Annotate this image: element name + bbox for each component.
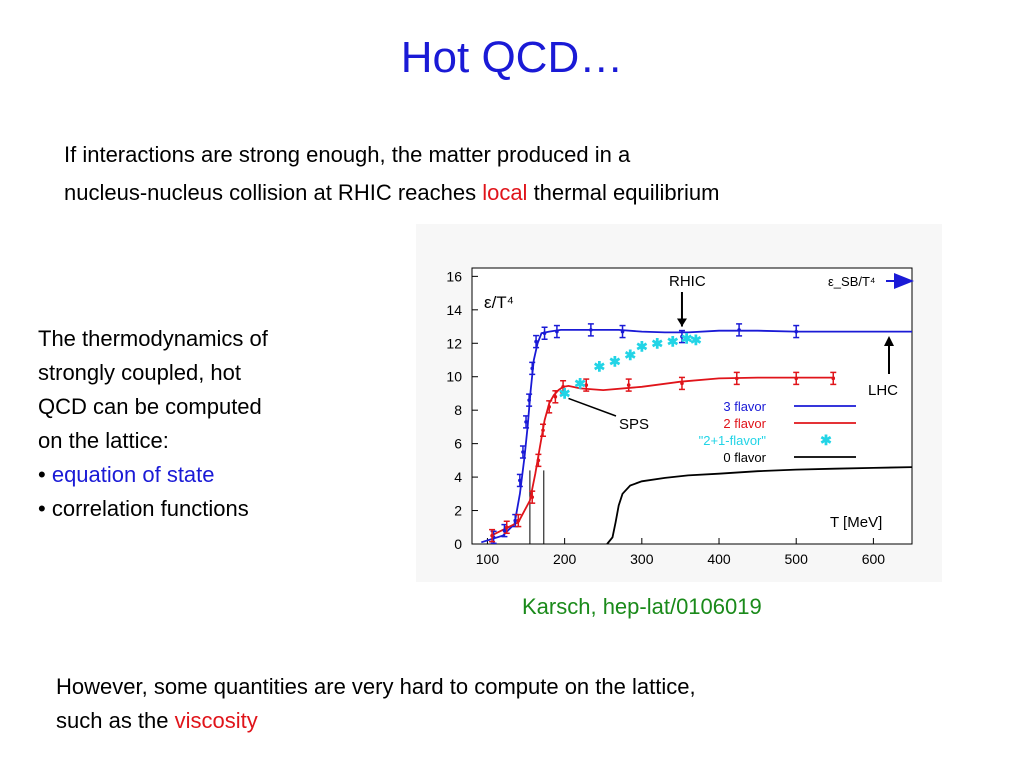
data-point-errorbar (583, 378, 590, 392)
series-line-0 (481, 329, 912, 544)
x-tick-label: 200 (553, 551, 577, 567)
sps-pointer (568, 397, 617, 417)
data-point-star: ✱ (594, 359, 606, 375)
bullet-marker: • (38, 462, 46, 487)
data-point-errorbar (519, 445, 526, 459)
bullet-text-correlation: correlation functions (51, 496, 249, 521)
data-point-errorbar (736, 323, 743, 337)
x-tick-label: 100 (476, 551, 500, 567)
data-point-star: ✱ (636, 339, 648, 355)
intro-line-2-start: nucleus-nucleus collision at RHIC reache… (64, 180, 483, 205)
y-tick-label: 6 (454, 436, 462, 452)
data-point-errorbar (678, 376, 685, 391)
left-text-block: The thermodynamics of strongly coupled, … (38, 322, 368, 526)
lhc-label: LHC (868, 382, 898, 399)
sb-limit-label: ε_SB/T⁴ (828, 274, 876, 289)
rhic-arrowhead (676, 318, 687, 327)
x-tick-label: 500 (785, 551, 809, 567)
intro-line-2: nucleus-nucleus collision at RHIC reache… (64, 174, 964, 212)
data-point-errorbar (830, 371, 837, 386)
left-line-1: The thermodynamics of (38, 326, 268, 351)
data-point-star: ✱ (609, 354, 621, 370)
data-point-errorbar (515, 513, 522, 528)
data-point-errorbar (793, 324, 800, 339)
page-title: Hot QCD… (400, 33, 624, 82)
x-tick-label: 600 (862, 551, 886, 567)
bullet-marker: • (38, 496, 46, 521)
data-point-errorbar (523, 415, 530, 429)
legend-label-zero-flavor: 0 flavor (723, 450, 766, 465)
left-line-2: strongly coupled, hot (38, 360, 242, 385)
series-line-3 (606, 466, 913, 545)
legend-swatch: ✱ (820, 432, 832, 448)
y-tick-label: 12 (446, 335, 462, 351)
bullet-text-eos: equation of state (51, 462, 215, 487)
data-point-star: ✱ (667, 334, 679, 350)
data-point-star: ✱ (559, 385, 571, 401)
intro-paragraph: If interactions are strong enough, the m… (64, 136, 964, 212)
data-point-errorbar (546, 400, 553, 414)
data-point-errorbar (540, 423, 547, 438)
intro-line-2-end: thermal equilibrium (527, 180, 720, 205)
y-tick-label: 10 (446, 369, 462, 385)
legend-label-two-flavor: 2 flavor (723, 416, 766, 431)
data-point-errorbar (529, 361, 536, 376)
data-point-errorbar (625, 378, 632, 392)
bottom-line-2-start: such as the (56, 708, 175, 733)
intro-highlight-local: local (482, 180, 528, 205)
citation: Karsch, hep-lat/0106019 (522, 594, 762, 619)
x-tick-label: 300 (630, 551, 654, 567)
legend-label-three-flavor: 3 flavor (723, 399, 766, 414)
y-tick-label: 0 (454, 536, 462, 552)
y-tick-label: 8 (454, 402, 462, 418)
bottom-paragraph: However, some quantities are very hard t… (56, 670, 976, 738)
data-point-errorbar (560, 380, 567, 394)
chart-figure: 100 200 300 400 500 600 0 2 4 6 8 10 12 14 16 ✱ ✱ ✱ ✱ ✱ ✱ ✱ ✱… (416, 224, 942, 582)
data-point-errorbar (678, 329, 685, 344)
x-axis-label: T [MeV] (830, 514, 882, 531)
y-tick-label: 4 (454, 469, 462, 485)
legend-label-two-plus-one-flavor: "2+1-flavor" (699, 433, 767, 448)
data-point-errorbar (489, 528, 496, 543)
data-point-errorbar (535, 453, 542, 468)
x-tick-label: 400 (707, 551, 731, 567)
data-point-star: ✱ (681, 330, 693, 346)
data-point-errorbar (619, 324, 626, 339)
data-point-errorbar (526, 393, 533, 407)
data-point-errorbar (587, 323, 594, 337)
data-point-star: ✱ (651, 335, 663, 351)
data-point-star: ✱ (690, 332, 702, 348)
data-point-errorbar (553, 324, 560, 339)
bullet-correlation-functions: • correlation functions (38, 492, 368, 526)
left-line-3: QCD can be computed (38, 394, 262, 419)
sps-label: SPS (619, 416, 649, 433)
data-point-errorbar (503, 520, 510, 535)
y-axis-label: ε/T⁴ (484, 293, 514, 312)
data-point-errorbar (541, 326, 548, 340)
left-line-4: on the lattice: (38, 428, 169, 453)
bullet-equation-of-state: • equation of state (38, 458, 368, 492)
data-point-errorbar (793, 371, 800, 386)
lhc-arrowhead (884, 336, 894, 346)
intro-line-1: If interactions are strong enough, the m… (64, 142, 631, 167)
y-tick-label: 16 (446, 268, 462, 284)
data-point-errorbar (552, 390, 559, 404)
data-point-errorbar (529, 490, 536, 504)
data-point-errorbar (733, 371, 740, 386)
data-point-star: ✱ (574, 375, 586, 391)
rhic-label: RHIC (669, 273, 706, 290)
bottom-line-1: However, some quantities are very hard t… (56, 674, 696, 699)
data-point-errorbar (516, 473, 523, 488)
bottom-highlight-viscosity: viscosity (174, 708, 258, 733)
bottom-line-2: such as the viscosity (56, 704, 976, 738)
y-tick-label: 14 (446, 302, 462, 318)
y-tick-label: 2 (454, 503, 462, 519)
data-point-star: ✱ (624, 347, 636, 363)
data-point-errorbar (533, 334, 540, 349)
